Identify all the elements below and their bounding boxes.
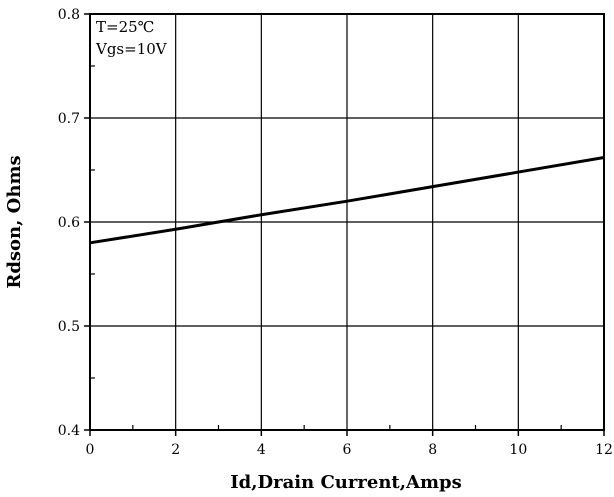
x-tick-label: 10 (509, 442, 527, 458)
minor-ticks (90, 65, 562, 430)
annotation-gate-voltage: Vgs=10V (95, 40, 168, 58)
y-axis-title: Rdson, Ohms (4, 155, 25, 288)
y-tick-labels: 0.4 0.5 0.6 0.7 0.8 (58, 7, 80, 439)
x-axis-title: Id,Drain Current,Amps (230, 472, 461, 493)
major-ticks (84, 13, 605, 436)
y-tick-label: 0.5 (58, 319, 80, 335)
y-tick-label: 0.4 (58, 423, 80, 439)
grid (90, 14, 604, 430)
y-tick-label: 0.7 (58, 111, 80, 127)
x-tick-labels: 0 2 4 6 8 10 12 (86, 442, 613, 458)
annotation-temperature: T=25℃ (96, 18, 154, 36)
y-tick-label: 0.8 (58, 7, 80, 23)
series-layer (89, 156, 605, 245)
x-tick-label: 8 (428, 442, 437, 458)
y-tick-label: 0.6 (58, 215, 80, 231)
x-tick-label: 2 (171, 442, 180, 458)
x-tick-label: 4 (257, 442, 266, 458)
x-tick-label: 0 (86, 442, 95, 458)
x-tick-label: 6 (343, 442, 352, 458)
series-line-rdson (89, 156, 605, 245)
x-tick-label: 12 (595, 442, 613, 458)
